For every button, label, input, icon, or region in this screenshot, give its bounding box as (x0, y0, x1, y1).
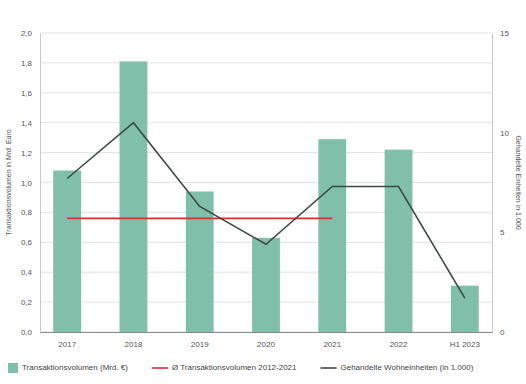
tick-label: 2019 (191, 340, 209, 349)
tick-label: 2020 (257, 340, 275, 349)
line (67, 218, 332, 220)
tick: 10 (492, 129, 509, 138)
bar (451, 286, 479, 332)
grid-line (40, 92, 492, 93)
bar (385, 150, 413, 332)
chart-svg: 0,0 0,2 0,4 0,6 0,8 1,0 1,2 1,4 1,6 1,8 2,0 0 5 10 15 2… (0, 0, 526, 384)
tick: 0,4 (21, 268, 40, 277)
tick-label: 2018 (125, 340, 143, 349)
line (67, 123, 465, 298)
legend-label: Ø Transaktionsvolumen 2012-2021 (172, 363, 297, 372)
grid (40, 33, 492, 332)
axis-line (40, 34, 41, 333)
legend-item: Ø Transaktionsvolumen 2012-2021 (152, 363, 297, 372)
legend: Transaktionsvolumen (Mrd. €) Ø Transaktio… (8, 363, 474, 373)
tick-label: 0,2 (21, 298, 33, 307)
legend-swatch (8, 363, 18, 373)
tick-label: 0,0 (21, 328, 33, 337)
tick: 1,0 (21, 179, 40, 188)
x-axis: 2017 2018 2019 2020 2021 2022 H1 2023 (41, 332, 493, 349)
tick: 2022 (390, 332, 408, 349)
tick: H1 2023 (450, 332, 481, 349)
tick-label: 1,2 (21, 149, 33, 158)
axis-line (492, 34, 493, 333)
tick-label: 2,0 (21, 29, 33, 38)
tick-label: 0,8 (21, 208, 33, 217)
tick: 2018 (125, 332, 143, 349)
tick: 2021 (323, 332, 341, 349)
tick: 0,2 (21, 298, 40, 307)
tick-label: 0 (500, 328, 505, 337)
tick-label: 0,4 (21, 268, 33, 277)
legend-swatch (152, 367, 168, 369)
tick: 0,0 (21, 328, 40, 337)
tick: 0,6 (21, 238, 40, 247)
tick: 1,8 (21, 59, 40, 68)
tick-label: 5 (500, 228, 505, 237)
tick: 15 (492, 29, 509, 38)
bar (252, 238, 280, 332)
legend-label: Gehandelte Wohneinheiten (in 1.000) (341, 363, 474, 372)
y2-axis-title: Gehandelte Einheiten in 1.000 (515, 135, 522, 229)
axis-line (41, 332, 493, 333)
grid-line (40, 33, 492, 34)
grid-line (40, 122, 492, 123)
bar (53, 171, 81, 332)
tick-label: 2022 (390, 340, 408, 349)
y-axis: 0,0 0,2 0,4 0,6 0,8 1,0 1,2 1,4 1,6 1,8 2,0 (21, 29, 41, 337)
tick-label: 0,6 (21, 238, 33, 247)
y-axis-title: Transaktionsvolumen in Mrd. Euro (5, 129, 12, 235)
bar (318, 139, 346, 332)
grid-line (40, 152, 492, 153)
y2-axis: 0 5 10 15 (492, 29, 509, 337)
tick-label: H1 2023 (450, 340, 481, 349)
tick-label: 1,6 (21, 89, 33, 98)
legend-swatch (321, 367, 337, 369)
marks (53, 61, 478, 332)
tick-label: 2017 (58, 340, 76, 349)
bar (120, 61, 148, 332)
tick: 0 (492, 328, 505, 337)
tick: 2019 (191, 332, 209, 349)
grid-line (40, 182, 492, 183)
tick-label: 2021 (323, 340, 341, 349)
tick: 1,6 (21, 89, 40, 98)
grid-line (40, 212, 492, 213)
tick-label: 10 (500, 129, 509, 138)
legend-label: Transaktionsvolumen (Mrd. €) (22, 363, 128, 372)
tick: 0,8 (21, 208, 40, 217)
chart-container: 0,0 0,2 0,4 0,6 0,8 1,0 1,2 1,4 1,6 1,8 2,0 0 5 10 15 2… (0, 0, 526, 384)
tick: 1,2 (21, 149, 40, 158)
legend-item: Transaktionsvolumen (Mrd. €) (8, 363, 128, 373)
tick: 2,0 (21, 29, 40, 38)
tick: 2017 (58, 332, 76, 349)
tick-label: 1,4 (21, 119, 33, 128)
legend-item: Gehandelte Wohneinheiten (in 1.000) (321, 363, 474, 372)
tick-label: 15 (500, 29, 509, 38)
tick: 5 (492, 228, 505, 237)
grid-line (40, 62, 492, 63)
tick-label: 1,0 (21, 179, 33, 188)
tick: 1,4 (21, 119, 40, 128)
tick: 2020 (257, 332, 275, 349)
tick-label: 1,8 (21, 59, 33, 68)
